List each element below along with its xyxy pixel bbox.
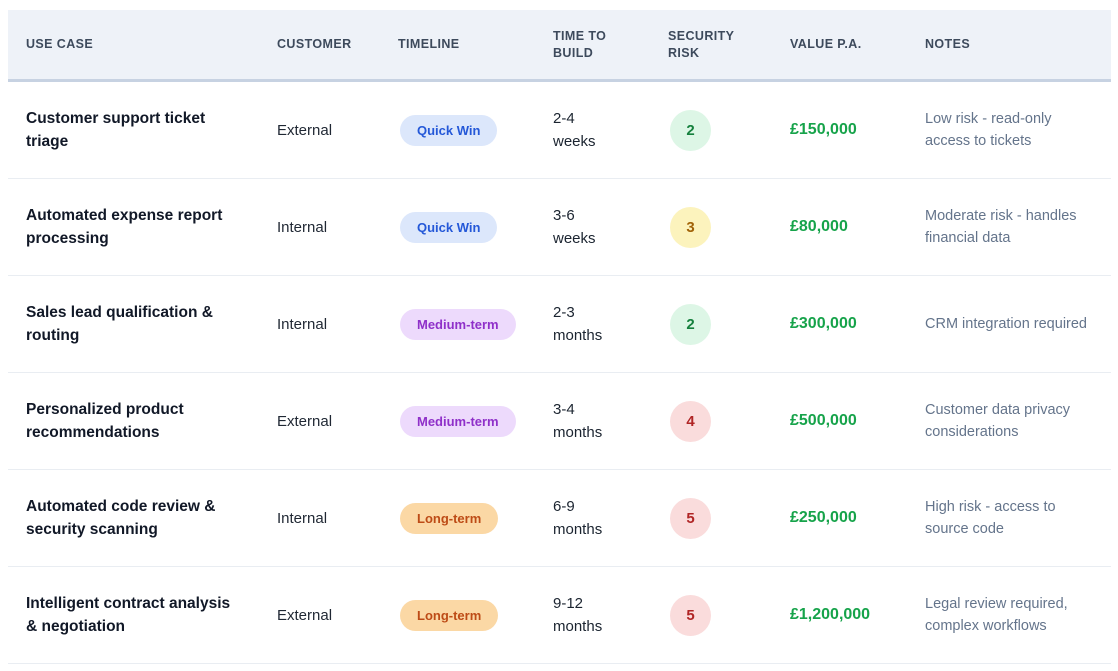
notes-cell: Legal review required, complex workflows bbox=[925, 596, 1068, 634]
table-row: Sales lead qualification & routing Inter… bbox=[8, 276, 1111, 373]
notes-cell: Low risk - read-only access to tickets bbox=[925, 111, 1052, 149]
time-to-build-cell: 2-3 months bbox=[553, 301, 653, 347]
table-row: Automated expense report processing Inte… bbox=[8, 179, 1111, 276]
notes-cell: CRM integration required bbox=[925, 316, 1087, 332]
column-header-value-pa: VALUE P.A. bbox=[790, 37, 862, 51]
column-header-timeline: TIMELINE bbox=[398, 37, 460, 51]
time-to-build-text: 3-6 weeks bbox=[553, 207, 596, 247]
customer-cell: External bbox=[277, 412, 333, 430]
use-case-table: USE CASE CUSTOMER TIMELINE TIME TO BUILD… bbox=[8, 10, 1111, 664]
security-risk-cell: 4 bbox=[668, 400, 790, 442]
time-to-build-text: 2-3 months bbox=[553, 304, 603, 344]
use-case-cell: Customer support ticket triage bbox=[26, 110, 206, 150]
table-row: Customer support ticket triage External … bbox=[8, 82, 1111, 179]
table-row: Personalized product recommendations Ext… bbox=[8, 373, 1111, 470]
security-risk-badge: 5 bbox=[670, 594, 711, 636]
customer-cell: External bbox=[277, 121, 333, 139]
timeline-pill: Medium-term bbox=[400, 405, 516, 437]
timeline-cell: Medium-term bbox=[398, 308, 553, 340]
timeline-cell: Long-term bbox=[398, 502, 553, 534]
use-case-cell: Personalized product recommendations bbox=[26, 401, 184, 441]
security-risk-badge: 3 bbox=[670, 206, 711, 248]
use-case-cell: Automated code review & security scannin… bbox=[26, 498, 216, 538]
table-row: Automated code review & security scannin… bbox=[8, 470, 1111, 567]
customer-cell: External bbox=[277, 606, 333, 624]
timeline-pill: Quick Win bbox=[400, 211, 498, 243]
security-risk-badge: 2 bbox=[670, 303, 711, 345]
time-to-build-cell: 2-4 weeks bbox=[553, 107, 653, 153]
column-header-security-risk: SECURITY RISK bbox=[668, 28, 735, 60]
timeline-cell: Medium-term bbox=[398, 405, 553, 437]
time-to-build-text: 9-12 months bbox=[553, 595, 603, 635]
value-pa-cell: £1,200,000 bbox=[790, 606, 871, 623]
time-to-build-cell: 6-9 months bbox=[553, 495, 653, 541]
timeline-pill: Long-term bbox=[400, 502, 499, 534]
security-risk-cell: 3 bbox=[668, 206, 790, 248]
table-body: Customer support ticket triage External … bbox=[8, 82, 1111, 664]
time-to-build-cell: 3-6 weeks bbox=[553, 204, 653, 250]
timeline-pill: Quick Win bbox=[400, 114, 498, 146]
security-risk-badge: 4 bbox=[670, 400, 711, 442]
use-case-cell: Intelligent contract analysis & negotiat… bbox=[26, 595, 231, 635]
security-risk-cell: 2 bbox=[668, 109, 790, 151]
value-pa-cell: £250,000 bbox=[790, 509, 857, 526]
value-pa-cell: £300,000 bbox=[790, 315, 857, 332]
time-to-build-text: 6-9 months bbox=[553, 498, 603, 538]
timeline-cell: Quick Win bbox=[398, 114, 553, 146]
customer-cell: Internal bbox=[277, 218, 328, 236]
notes-cell: Customer data privacy considerations bbox=[925, 402, 1071, 440]
value-pa-cell: £500,000 bbox=[790, 412, 857, 429]
timeline-cell: Quick Win bbox=[398, 211, 553, 243]
column-header-time-to-build: TIME TO BUILD bbox=[553, 28, 607, 60]
column-header-customer: CUSTOMER bbox=[277, 37, 352, 51]
time-to-build-cell: 3-4 months bbox=[553, 398, 653, 444]
value-pa-cell: £80,000 bbox=[790, 218, 848, 235]
time-to-build-cell: 9-12 months bbox=[553, 592, 653, 638]
column-header-notes: NOTES bbox=[925, 37, 971, 51]
timeline-cell: Long-term bbox=[398, 599, 553, 631]
time-to-build-text: 2-4 weeks bbox=[553, 110, 596, 150]
column-header-use-case: USE CASE bbox=[26, 37, 94, 51]
time-to-build-text: 3-4 months bbox=[553, 401, 603, 441]
timeline-pill: Medium-term bbox=[400, 308, 516, 340]
use-case-cell: Automated expense report processing bbox=[26, 207, 223, 247]
security-risk-cell: 5 bbox=[668, 497, 790, 539]
table-row: Intelligent contract analysis & negotiat… bbox=[8, 567, 1111, 664]
value-pa-cell: £150,000 bbox=[790, 121, 857, 138]
security-risk-cell: 2 bbox=[668, 303, 790, 345]
table-header-row: USE CASE CUSTOMER TIMELINE TIME TO BUILD… bbox=[8, 10, 1111, 82]
notes-cell: High risk - access to source code bbox=[925, 499, 1056, 537]
use-case-cell: Sales lead qualification & routing bbox=[26, 304, 213, 344]
timeline-pill: Long-term bbox=[400, 599, 499, 631]
security-risk-badge: 5 bbox=[670, 497, 711, 539]
security-risk-cell: 5 bbox=[668, 594, 790, 636]
security-risk-badge: 2 bbox=[670, 109, 711, 151]
customer-cell: Internal bbox=[277, 315, 328, 333]
notes-cell: Moderate risk - handles financial data bbox=[925, 208, 1077, 246]
customer-cell: Internal bbox=[277, 509, 328, 527]
